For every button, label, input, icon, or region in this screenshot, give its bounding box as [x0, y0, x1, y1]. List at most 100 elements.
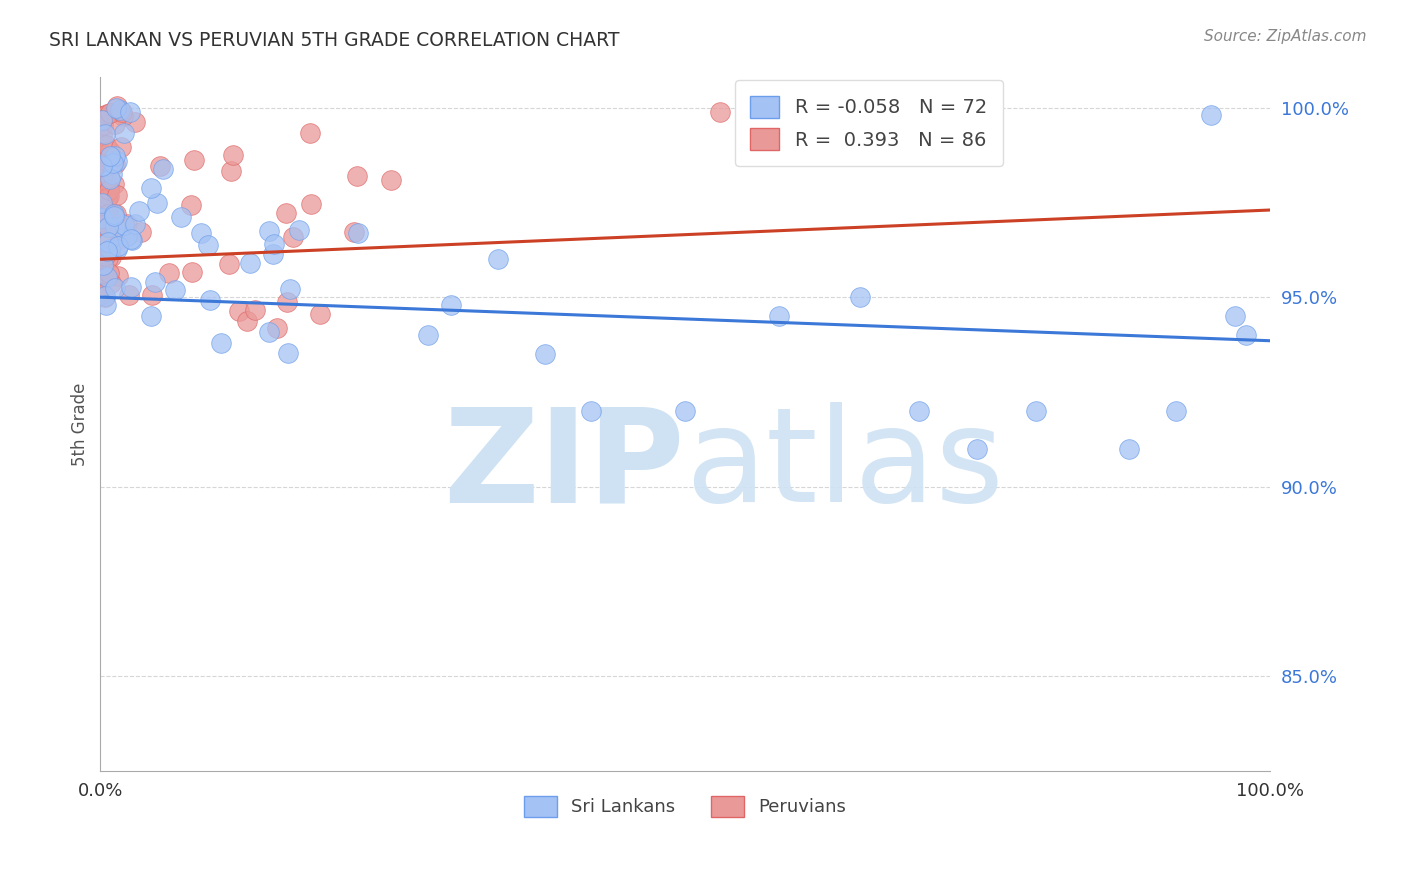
Point — [157, 266, 180, 280]
Point — [97, 251, 120, 265]
Point — [94, 290, 117, 304]
Point — [416, 328, 439, 343]
Point — [117, 287, 139, 301]
Point — [346, 169, 368, 184]
Point — [228, 304, 250, 318]
Point — [104, 117, 127, 131]
Point — [239, 256, 262, 270]
Point — [94, 171, 117, 186]
Text: ZIP: ZIP — [443, 402, 685, 529]
Point — [90, 196, 112, 211]
Point — [110, 232, 132, 246]
Point — [236, 314, 259, 328]
Point — [108, 103, 131, 117]
Point — [91, 128, 114, 142]
Point — [90, 159, 112, 173]
Point — [93, 201, 115, 215]
Point — [90, 113, 112, 128]
Point — [1118, 442, 1140, 456]
Point — [120, 232, 142, 246]
Point — [100, 276, 122, 290]
Point — [90, 112, 112, 127]
Point — [908, 404, 931, 418]
Point — [91, 211, 114, 226]
Point — [98, 178, 121, 192]
Point — [90, 169, 112, 183]
Point — [93, 266, 115, 280]
Point — [94, 298, 117, 312]
Point — [849, 290, 872, 304]
Point — [145, 195, 167, 210]
Point — [259, 224, 281, 238]
Point — [104, 101, 127, 115]
Point — [139, 181, 162, 195]
Point — [94, 289, 117, 303]
Point — [107, 269, 129, 284]
Point — [266, 320, 288, 334]
Point — [218, 257, 240, 271]
Point — [139, 309, 162, 323]
Point — [90, 218, 112, 232]
Point — [276, 294, 298, 309]
Point — [262, 247, 284, 261]
Point — [165, 283, 187, 297]
Point — [90, 168, 112, 182]
Point — [105, 188, 128, 202]
Point — [94, 137, 117, 152]
Point — [966, 442, 988, 456]
Point — [105, 99, 128, 113]
Legend: Sri Lankans, Peruvians: Sri Lankans, Peruvians — [517, 789, 853, 824]
Text: Source: ZipAtlas.com: Source: ZipAtlas.com — [1204, 29, 1367, 44]
Point — [129, 225, 152, 239]
Point — [183, 153, 205, 168]
Point — [97, 207, 120, 221]
Point — [170, 210, 193, 224]
Point — [93, 246, 115, 260]
Point — [91, 170, 114, 185]
Point — [103, 207, 125, 221]
Point — [198, 293, 221, 307]
Point — [124, 115, 146, 129]
Point — [117, 229, 139, 244]
Point — [112, 126, 135, 140]
Point — [346, 226, 368, 240]
Point — [120, 279, 142, 293]
Point — [1234, 328, 1257, 343]
Point — [93, 249, 115, 263]
Point — [181, 265, 204, 279]
Point — [93, 165, 115, 179]
Point — [278, 282, 301, 296]
Point — [486, 252, 509, 267]
Point — [281, 229, 304, 244]
Point — [97, 235, 120, 249]
Point — [90, 146, 112, 161]
Point — [96, 244, 118, 259]
Point — [96, 230, 118, 244]
Point — [94, 187, 117, 202]
Point — [96, 200, 118, 214]
Point — [90, 109, 112, 123]
Point — [440, 298, 463, 312]
Text: SRI LANKAN VS PERUVIAN 5TH GRADE CORRELATION CHART: SRI LANKAN VS PERUVIAN 5TH GRADE CORRELA… — [49, 31, 620, 50]
Point — [91, 271, 114, 285]
Point — [97, 266, 120, 280]
Point — [257, 325, 280, 339]
Point — [141, 288, 163, 302]
Point — [197, 238, 219, 252]
Point — [90, 182, 112, 196]
Point — [115, 217, 138, 231]
Point — [104, 219, 127, 234]
Point — [98, 243, 121, 257]
Point — [94, 206, 117, 220]
Point — [709, 104, 731, 119]
Point — [966, 138, 988, 153]
Point — [533, 347, 555, 361]
Point — [276, 206, 298, 220]
Point — [308, 307, 330, 321]
Point — [98, 144, 121, 158]
Point — [299, 196, 322, 211]
Point — [105, 243, 128, 257]
Point — [97, 182, 120, 196]
Point — [1223, 309, 1246, 323]
Point — [768, 309, 790, 323]
